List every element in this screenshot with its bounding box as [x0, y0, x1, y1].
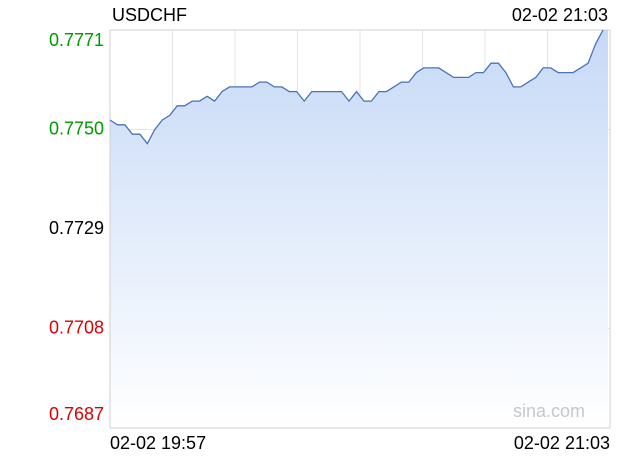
area	[110, 30, 608, 428]
x-tick-label: 02-02 21:03	[514, 433, 610, 453]
y-tick-label: 0.7687	[49, 404, 104, 424]
plot-frame	[109, 29, 611, 429]
y-tick-label: 0.7771	[49, 30, 104, 50]
line	[109, 29, 604, 145]
x-tick-label: 02-02 19:57	[110, 433, 206, 453]
watermark: sina.com	[513, 401, 585, 421]
y-tick-label: 0.7708	[49, 317, 104, 337]
y-tick-label: 0.7729	[49, 218, 104, 238]
y-tick-label: 0.7750	[49, 118, 104, 138]
update-time: 02-02 21:03	[512, 5, 608, 25]
chart-title: USDCHF	[112, 5, 187, 25]
